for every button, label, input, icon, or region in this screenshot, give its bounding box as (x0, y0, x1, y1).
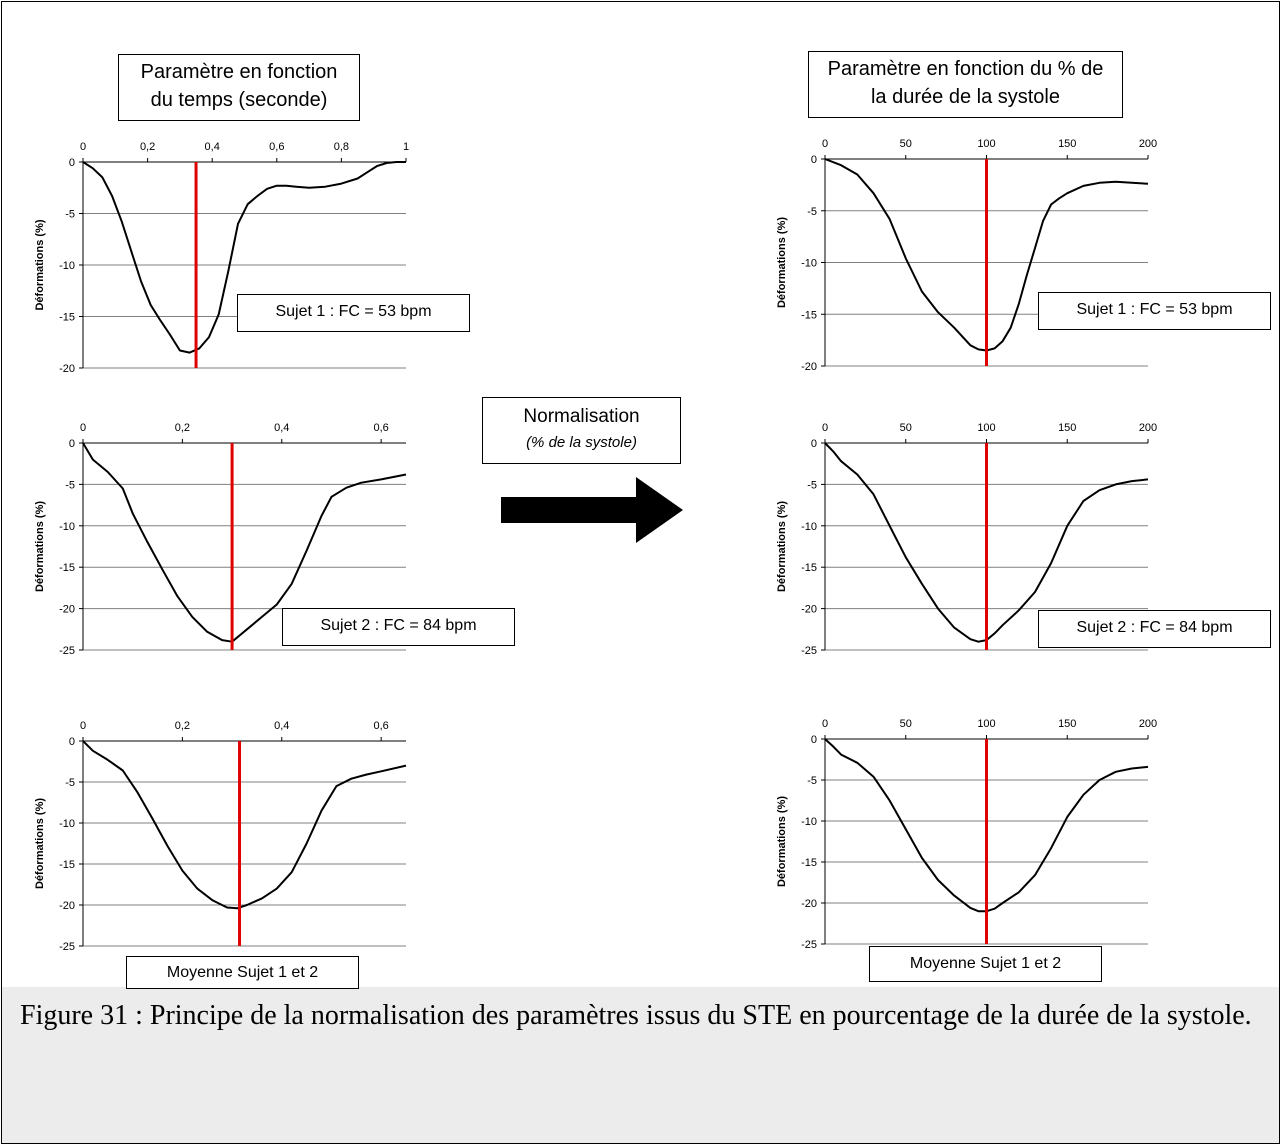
y-axis-label: Déformations (%) (776, 796, 788, 887)
y-tick-label: -25 (59, 941, 75, 953)
x-tick-label: 0,6 (269, 141, 284, 153)
y-tick-label: -25 (59, 645, 75, 657)
x-tick-label: 0 (822, 138, 828, 150)
x-tick-label: 1 (403, 141, 409, 153)
y-tick-label: -10 (59, 260, 75, 272)
x-tick-label: 0 (80, 422, 86, 434)
x-tick-label: 150 (1058, 422, 1076, 434)
y-tick-label: -5 (65, 209, 75, 221)
annotation-right-3: Moyenne Sujet 1 et 2 (869, 946, 1102, 982)
right-column-header-line-2: la durée de la systole (870, 86, 1060, 108)
figure-caption: Figure 31 : Principe de la normalisation… (20, 1000, 1252, 1031)
strain-curve (824, 158, 1149, 352)
y-tick-label: -5 (65, 479, 75, 491)
y-tick-label: -5 (807, 479, 817, 491)
y-tick-label: -15 (801, 857, 817, 869)
y-tick-label: -15 (59, 859, 75, 871)
y-tick-label: -20 (801, 604, 817, 616)
y-axis-label: Déformations (%) (34, 798, 46, 889)
y-tick-label: -20 (59, 604, 75, 616)
y-tick-label: -10 (801, 258, 817, 270)
x-tick-label: 0,2 (175, 422, 190, 434)
y-tick-label: -20 (59, 900, 75, 912)
x-tick-label: 100 (977, 138, 995, 150)
normalisation-subtitle: (% de la systole) (526, 434, 637, 451)
y-axis-label: Déformations (%) (776, 217, 788, 308)
normalisation-arrow (501, 477, 683, 543)
y-tick-label: -5 (65, 777, 75, 789)
y-tick-label: -10 (59, 521, 75, 533)
x-tick-label: 0,4 (205, 141, 220, 153)
x-tick-label: 0 (80, 141, 86, 153)
x-tick-label: 0,2 (140, 141, 155, 153)
right-column-header: Paramètre en fonction du % de la durée d… (808, 51, 1123, 118)
x-tick-label: 150 (1058, 138, 1076, 150)
y-axis-label: Déformations (%) (34, 219, 46, 310)
strain-curve (82, 161, 406, 354)
x-tick-label: 100 (977, 422, 995, 434)
x-tick-label: 0,6 (374, 720, 389, 732)
chart-right-1: 0 -5 -10 -15 -20 0 50 100 150 200 Déformations (%) (776, 138, 1157, 373)
x-tick-label: 0,4 (274, 720, 289, 732)
normalisation-box: Normalisation (% de la systole) (482, 397, 681, 464)
chart-right-2: 0 -5 -10 -15 -20 -25 0 50 100 150 200 Déformations … (776, 422, 1157, 657)
strain-curve (82, 740, 407, 910)
y-tick-label: -15 (801, 562, 817, 574)
chart-left-2: 0 -5 -10 -15 -20 -25 0 0,2 0,4 0,6 Déformations (%… (34, 422, 407, 657)
left-column-header-line-2: du temps (seconde) (150, 89, 328, 111)
y-tick-label: -25 (801, 939, 817, 951)
x-tick-label: 200 (1139, 138, 1157, 150)
y-tick-label: 0 (811, 734, 817, 746)
x-tick-label: 100 (977, 718, 995, 730)
strain-curve (824, 738, 1149, 913)
x-tick-label: 0 (80, 720, 86, 732)
x-tick-label: 0 (822, 718, 828, 730)
x-tick-label: 200 (1139, 422, 1157, 434)
x-tick-label: 50 (900, 718, 912, 730)
y-tick-label: -20 (801, 361, 817, 373)
y-axis-label: Déformations (%) (34, 501, 46, 592)
y-tick-label: 0 (69, 157, 75, 169)
y-tick-label: -10 (801, 521, 817, 533)
y-tick-label: 0 (811, 154, 817, 166)
y-tick-label: -20 (801, 898, 817, 910)
annotation-left-2: Sujet 2 : FC = 84 bpm (282, 608, 515, 646)
annotation-left-3: Moyenne Sujet 1 et 2 (126, 956, 359, 989)
x-tick-label: 0,8 (334, 141, 349, 153)
y-tick-label: -15 (59, 312, 75, 324)
chart-left-1: 0 -5 -10 -15 -20 0 0,2 0,4 0,6 0,8 1 Déformations (… (34, 141, 409, 375)
y-axis-label: Déformations (%) (776, 501, 788, 592)
annotation-right-2: Sujet 2 : FC = 84 bpm (1038, 610, 1271, 648)
x-tick-label: 0 (822, 422, 828, 434)
right-column-header-line-1: Paramètre en fonction du % de (827, 58, 1104, 80)
caption-area (2, 987, 1279, 1143)
y-tick-label: -5 (807, 206, 817, 218)
y-tick-label: -15 (59, 562, 75, 574)
y-tick-label: 0 (69, 736, 75, 748)
normalisation-title: Normalisation (523, 406, 640, 427)
charts-canvas: 0 -5 -10 -15 -20 0 0,2 0,4 0,6 0,8 1 Déformations (… (34, 138, 1157, 953)
y-tick-label: -5 (807, 775, 817, 787)
x-tick-label: 50 (900, 422, 912, 434)
annotation-left-1: Sujet 1 : FC = 53 bpm (237, 294, 470, 332)
annotation-right-1: Sujet 1 : FC = 53 bpm (1038, 292, 1271, 330)
y-tick-label: -10 (59, 818, 75, 830)
x-tick-label: 200 (1139, 718, 1157, 730)
x-tick-label: 0,6 (374, 422, 389, 434)
y-tick-label: -20 (59, 363, 75, 375)
x-tick-label: 150 (1058, 718, 1076, 730)
x-tick-label: 0,4 (274, 422, 289, 434)
x-tick-label: 50 (900, 138, 912, 150)
chart-left-3: 0 -5 -10 -15 -20 -25 0 0,2 0,4 0,6 Déformations (%… (34, 720, 407, 953)
y-tick-label: 0 (69, 438, 75, 450)
strain-curve (824, 442, 1149, 643)
y-tick-label: -25 (801, 645, 817, 657)
y-tick-label: -15 (801, 309, 817, 321)
x-tick-label: 0,2 (175, 720, 190, 732)
left-column-header-line-1: Paramètre en fonction (140, 61, 338, 83)
chart-right-3: 0 -5 -10 -15 -20 -25 0 50 100 150 200 Déformations … (776, 718, 1157, 951)
y-tick-label: 0 (811, 438, 817, 450)
y-tick-label: -10 (801, 816, 817, 828)
left-column-header: Paramètre en fonction du temps (seconde) (118, 54, 360, 121)
